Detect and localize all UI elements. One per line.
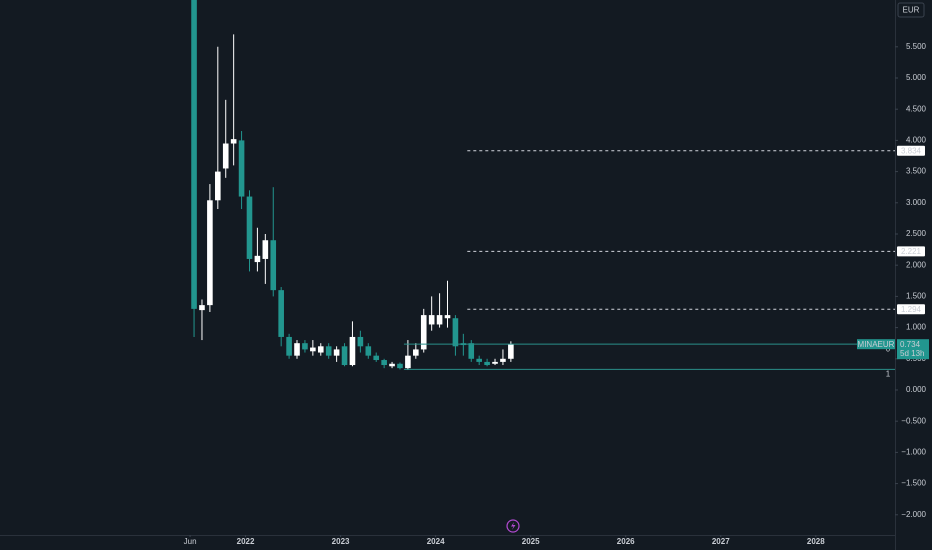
candle-body: [492, 361, 498, 364]
x-tick-label: 2026: [617, 537, 635, 546]
candle-body: [333, 349, 340, 356]
candle-body: [238, 140, 245, 197]
candle-body: [389, 363, 395, 367]
y-tick-label: 5.000: [906, 73, 927, 82]
y-tick-label: 2.500: [906, 229, 927, 238]
level-label: 2.221: [901, 247, 922, 256]
icon-bolt: [511, 522, 516, 530]
price-label: 0.734: [900, 340, 921, 349]
symbol-box: [857, 339, 895, 350]
candle-body: [436, 315, 443, 325]
candle-body: [278, 290, 284, 337]
x-tick-label: 2023: [332, 537, 350, 546]
x-tick-label: 2024: [427, 537, 445, 546]
candle-body: [397, 363, 403, 369]
candle-body: [222, 143, 229, 169]
candle-body: [357, 336, 364, 347]
y-tick-label: 0.000: [906, 385, 927, 394]
x-tick-label: 2027: [712, 537, 730, 546]
candle-body: [468, 343, 475, 359]
candle-body: [191, 0, 197, 309]
candle-body: [428, 315, 435, 325]
x-tick-label: 2022: [237, 537, 255, 546]
candle-body: [254, 255, 261, 263]
candle-body: [365, 346, 372, 356]
candle-body: [302, 343, 308, 350]
candle-body: [444, 315, 451, 319]
level-label-box: [897, 246, 925, 257]
y-tick-label: 4.000: [906, 136, 927, 145]
candle-body: [230, 139, 237, 144]
candle-body: [294, 343, 300, 356]
price-label-box: [897, 339, 929, 360]
y-tick-label: 3.000: [906, 198, 927, 207]
icon-circle: [506, 519, 520, 533]
flash-icon[interactable]: [506, 519, 520, 533]
currency-box[interactable]: [897, 2, 925, 18]
candle-body: [452, 318, 459, 347]
currency[interactable]: EUR: [903, 6, 920, 15]
candle-body: [341, 346, 348, 366]
y-tick-label: −1.000: [901, 447, 926, 456]
candle-body: [317, 346, 324, 353]
candle-body: [325, 346, 332, 356]
candle-body: [373, 355, 380, 361]
x-tick-label: Jun: [184, 537, 197, 546]
candle-body: [405, 355, 411, 369]
candle-body: [286, 336, 292, 356]
candle-body: [484, 361, 490, 366]
level-label-box: [897, 145, 925, 156]
y-tick-label: 2.000: [906, 260, 927, 269]
level-label: 1.294: [901, 305, 922, 314]
candle-body: [381, 360, 387, 366]
candle-body: [349, 336, 356, 366]
y-tick-label: 1.500: [906, 291, 927, 300]
symbol-label: MINAEUR: [858, 340, 895, 349]
x-tick-label: 2025: [522, 537, 540, 546]
candle-body: [199, 305, 205, 311]
y-tick-label: −0.500: [901, 416, 926, 425]
y-tick-label: −2.000: [901, 510, 926, 519]
y-tick-label: 3.500: [906, 167, 927, 176]
candle-body: [262, 240, 269, 259]
candles: [191, 0, 514, 371]
level-label: 3.834: [901, 146, 922, 155]
fib-label: 1: [886, 370, 891, 379]
y-tick-label: −1.500: [901, 479, 926, 488]
candle-body: [476, 358, 482, 362]
y-tick-label: 5.500: [906, 42, 927, 51]
candle-body: [508, 344, 514, 359]
countdown-label: 5d 13h: [900, 349, 924, 358]
candle-body: [420, 315, 427, 350]
x-tick-label: 2028: [807, 537, 825, 546]
candle-body: [310, 347, 316, 352]
candle-body: [215, 171, 221, 201]
level-label-box: [897, 304, 925, 315]
candle-body: [207, 200, 213, 306]
candle-body: [270, 240, 277, 291]
y-tick-label: 4.500: [906, 104, 927, 113]
candle-body: [413, 349, 419, 356]
candle-body: [246, 196, 253, 259]
y-tick-label: 1.000: [906, 323, 927, 332]
candle-body: [500, 358, 506, 362]
